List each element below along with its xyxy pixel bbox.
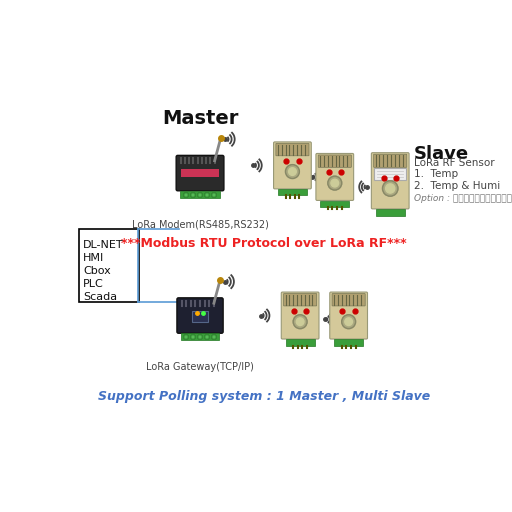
- FancyBboxPatch shape: [205, 193, 209, 197]
- FancyBboxPatch shape: [281, 292, 319, 339]
- FancyBboxPatch shape: [278, 189, 307, 196]
- FancyBboxPatch shape: [376, 209, 405, 216]
- Circle shape: [296, 318, 304, 326]
- FancyBboxPatch shape: [374, 154, 407, 167]
- FancyBboxPatch shape: [191, 193, 195, 197]
- Text: Support Polling system : 1 Master , Multi Slave: Support Polling system : 1 Master , Mult…: [98, 390, 430, 403]
- Text: DL-NET: DL-NET: [83, 240, 123, 250]
- FancyBboxPatch shape: [374, 168, 406, 180]
- Text: LoRa Modem(RS485,RS232): LoRa Modem(RS485,RS232): [132, 219, 268, 229]
- FancyBboxPatch shape: [273, 142, 311, 189]
- Text: Slave: Slave: [414, 144, 469, 163]
- FancyBboxPatch shape: [332, 293, 365, 306]
- FancyBboxPatch shape: [284, 293, 317, 306]
- FancyBboxPatch shape: [320, 201, 349, 207]
- FancyBboxPatch shape: [318, 155, 351, 167]
- Circle shape: [331, 179, 338, 187]
- Circle shape: [386, 184, 395, 193]
- FancyBboxPatch shape: [198, 335, 202, 339]
- FancyBboxPatch shape: [286, 339, 315, 346]
- Text: Master: Master: [162, 109, 238, 128]
- Circle shape: [345, 318, 352, 326]
- FancyBboxPatch shape: [191, 335, 195, 339]
- Text: HMI: HMI: [83, 253, 104, 263]
- FancyBboxPatch shape: [184, 335, 188, 339]
- FancyBboxPatch shape: [181, 169, 219, 177]
- FancyBboxPatch shape: [205, 335, 209, 339]
- FancyBboxPatch shape: [330, 292, 368, 339]
- FancyBboxPatch shape: [316, 154, 354, 200]
- FancyBboxPatch shape: [177, 298, 223, 333]
- Circle shape: [382, 181, 398, 196]
- Text: 1.  Temp: 1. Temp: [414, 169, 458, 179]
- FancyBboxPatch shape: [181, 333, 219, 340]
- FancyBboxPatch shape: [334, 339, 364, 346]
- FancyBboxPatch shape: [198, 193, 202, 197]
- FancyBboxPatch shape: [180, 191, 220, 198]
- Text: LoRa RF Sensor: LoRa RF Sensor: [414, 158, 495, 168]
- FancyBboxPatch shape: [184, 193, 188, 197]
- FancyBboxPatch shape: [276, 143, 309, 156]
- FancyBboxPatch shape: [192, 311, 208, 322]
- Circle shape: [342, 315, 355, 329]
- FancyBboxPatch shape: [371, 153, 409, 209]
- Text: Cbox: Cbox: [83, 266, 111, 276]
- Text: ***Modbus RTU Protocol over LoRa RF***: ***Modbus RTU Protocol over LoRa RF***: [121, 237, 407, 250]
- Text: LoRa Gateway(TCP/IP): LoRa Gateway(TCP/IP): [146, 362, 254, 372]
- Circle shape: [328, 176, 342, 190]
- Text: PLC: PLC: [83, 280, 104, 289]
- Text: Scada: Scada: [83, 292, 117, 303]
- Circle shape: [293, 315, 307, 329]
- FancyBboxPatch shape: [212, 335, 216, 339]
- FancyBboxPatch shape: [212, 193, 216, 197]
- Circle shape: [286, 165, 300, 179]
- FancyBboxPatch shape: [176, 155, 224, 191]
- Text: 2.  Temp & Humi: 2. Temp & Humi: [414, 181, 500, 191]
- Text: Option : ตัวเลือกมาตรฐาน: Option : ตัวเลือกมาตรฐาน: [414, 194, 512, 203]
- FancyBboxPatch shape: [79, 229, 139, 303]
- Circle shape: [289, 168, 296, 176]
